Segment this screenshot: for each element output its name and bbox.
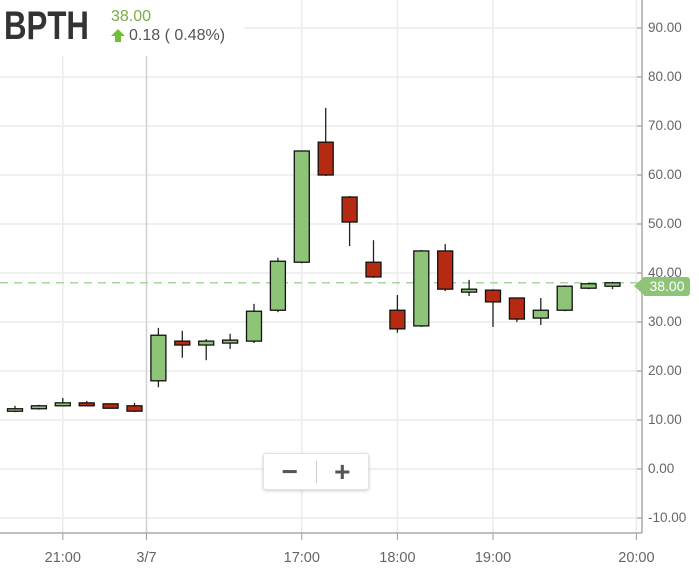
candle[interactable] bbox=[556, 285, 573, 312]
candle[interactable] bbox=[6, 405, 24, 413]
candle[interactable] bbox=[174, 330, 191, 358]
candle-body bbox=[269, 260, 287, 311]
candle-body bbox=[317, 141, 334, 176]
candle[interactable] bbox=[102, 403, 119, 409]
candle-body bbox=[245, 310, 263, 342]
candle[interactable] bbox=[580, 282, 597, 290]
y-tick-label: 40.00 bbox=[648, 265, 682, 280]
candle[interactable] bbox=[413, 249, 430, 327]
x-axis: 21:00 3/7 17:00 18:00 19:00 20:00 bbox=[0, 532, 655, 566]
candle[interactable] bbox=[460, 279, 478, 297]
candle-body bbox=[532, 309, 549, 319]
x-tick-label: 17:00 bbox=[284, 550, 320, 566]
candle[interactable] bbox=[30, 404, 48, 410]
arrow-up-icon bbox=[111, 29, 125, 42]
zoom-in-button[interactable]: + bbox=[334, 456, 351, 487]
x-tick-label: 21:00 bbox=[45, 550, 81, 566]
quote-header: BPTH 38.00 0.18 ( 0.48%) bbox=[0, 0, 244, 56]
candle-body bbox=[30, 405, 48, 410]
candle-body bbox=[484, 289, 502, 303]
y-tick-label: 80.00 bbox=[648, 69, 682, 84]
y-tick-label: 50.00 bbox=[648, 216, 682, 231]
y-tick-label: 60.00 bbox=[648, 167, 682, 182]
candle-body bbox=[198, 340, 215, 346]
candle[interactable] bbox=[54, 397, 71, 407]
candle-body bbox=[293, 150, 310, 263]
candle[interactable] bbox=[150, 327, 167, 388]
price-change: 0.18 ( 0.48%) bbox=[111, 27, 225, 45]
candle-body bbox=[556, 285, 573, 311]
candle[interactable] bbox=[221, 333, 239, 349]
candle-body bbox=[437, 250, 454, 290]
ticker-symbol: BPTH bbox=[4, 4, 89, 48]
candle[interactable] bbox=[341, 196, 358, 247]
y-tick-label: 20.00 bbox=[648, 363, 682, 378]
price-change-value: 0.18 ( 0.48%) bbox=[129, 27, 226, 44]
divider bbox=[315, 460, 317, 483]
y-tick-label: 0.00 bbox=[648, 461, 674, 476]
candle-body bbox=[508, 297, 526, 320]
candle[interactable] bbox=[198, 339, 215, 361]
candle[interactable] bbox=[508, 297, 526, 323]
candle-body bbox=[341, 196, 358, 223]
candle[interactable] bbox=[317, 107, 334, 176]
candle-body bbox=[389, 309, 406, 330]
candle[interactable] bbox=[269, 257, 287, 313]
candle[interactable] bbox=[389, 295, 406, 333]
last-price-tag: 38.00 bbox=[634, 277, 690, 296]
candle[interactable] bbox=[484, 289, 502, 327]
candle-body bbox=[54, 402, 71, 407]
candle[interactable] bbox=[532, 297, 549, 325]
last-price: 38.00 bbox=[111, 8, 152, 25]
candle-body bbox=[580, 283, 597, 289]
candle-body bbox=[126, 405, 143, 412]
candle-body bbox=[102, 403, 119, 409]
y-tick-label: -10.00 bbox=[648, 510, 686, 525]
candle-body bbox=[221, 339, 239, 344]
candle-body bbox=[6, 408, 24, 412]
y-axis: -10.00 0.00 10.00 20.00 30.00 40.00 50.00 60.00… bbox=[637, 0, 686, 533]
candle-body bbox=[78, 402, 95, 407]
candle[interactable] bbox=[437, 244, 454, 292]
candle[interactable] bbox=[365, 240, 382, 278]
x-tick-label: 20:00 bbox=[618, 550, 654, 566]
candles bbox=[6, 107, 621, 413]
candle-body bbox=[413, 250, 430, 327]
y-tick-label: 30.00 bbox=[648, 314, 682, 329]
candle-body bbox=[150, 334, 167, 382]
candle-body bbox=[604, 282, 621, 287]
x-tick-label: 18:00 bbox=[379, 550, 415, 566]
candle[interactable] bbox=[245, 303, 263, 344]
candle[interactable] bbox=[604, 281, 621, 290]
candle-body bbox=[460, 288, 478, 293]
candle[interactable] bbox=[293, 150, 310, 264]
candle-body bbox=[365, 261, 382, 278]
candle-body bbox=[174, 340, 191, 346]
y-tick-label: 10.00 bbox=[648, 412, 682, 427]
zoom-control: − + bbox=[263, 453, 369, 490]
x-tick-label: 3/7 bbox=[136, 550, 156, 566]
zoom-out-button[interactable]: − bbox=[281, 456, 298, 487]
y-tick-label: 90.00 bbox=[648, 20, 682, 35]
x-tick-label: 19:00 bbox=[475, 550, 511, 566]
candle[interactable] bbox=[78, 400, 95, 407]
candle[interactable] bbox=[126, 402, 143, 413]
y-tick-label: 70.00 bbox=[648, 118, 682, 133]
